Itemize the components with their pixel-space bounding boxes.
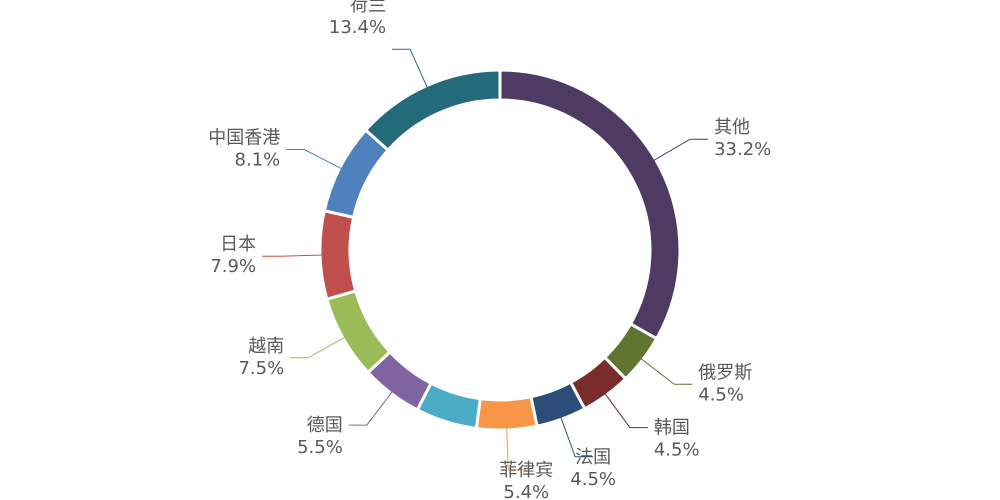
slice-label: 荷兰 xyxy=(350,0,386,16)
value-label: 5.4% xyxy=(503,482,549,500)
leader-line xyxy=(644,138,709,166)
leader-line xyxy=(598,385,648,429)
value-label: 5.5% xyxy=(297,437,343,458)
leader-line xyxy=(262,254,333,257)
slice-label: 韩国 xyxy=(654,418,690,439)
slice-label: 日本 xyxy=(220,234,256,255)
value-label: 13.4% xyxy=(329,17,386,38)
leader-line xyxy=(505,417,527,471)
leader-line xyxy=(556,407,594,458)
value-label: 33.2% xyxy=(714,139,771,160)
leader-line xyxy=(392,48,432,97)
slice-label: 法国 xyxy=(575,447,611,468)
value-label: 8.1% xyxy=(235,150,281,171)
value-label: 4.5% xyxy=(698,384,744,405)
leader-line xyxy=(348,383,399,426)
leader-line xyxy=(632,352,693,385)
slice-label: 越南 xyxy=(248,336,284,357)
leader-line xyxy=(290,331,354,359)
slice xyxy=(363,68,502,153)
slice-label: 中国香港 xyxy=(208,128,280,149)
slice xyxy=(324,289,393,375)
slice-label: 俄罗斯 xyxy=(698,362,752,383)
slice xyxy=(498,68,682,341)
slice-label: 菲律宾 xyxy=(499,460,553,481)
slice-label: 其他 xyxy=(714,117,750,138)
value-label: 4.5% xyxy=(654,440,700,461)
value-label: 7.9% xyxy=(210,256,256,277)
slice-label: 德国 xyxy=(307,415,343,436)
leader-line xyxy=(286,149,351,174)
value-label: 4.5% xyxy=(570,469,616,490)
value-label: 7.5% xyxy=(238,358,284,379)
